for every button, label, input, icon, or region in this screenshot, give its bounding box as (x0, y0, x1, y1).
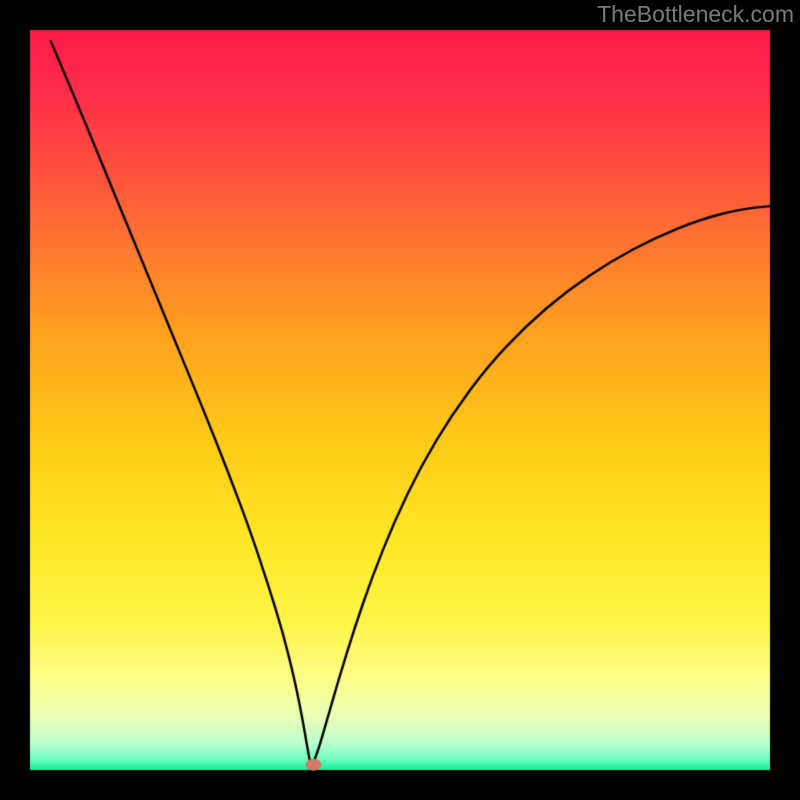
bottleneck-chart: TheBottleneck.com (0, 0, 800, 800)
watermark-text: TheBottleneck.com (597, 1, 794, 28)
gradient-curve-canvas (0, 0, 800, 800)
